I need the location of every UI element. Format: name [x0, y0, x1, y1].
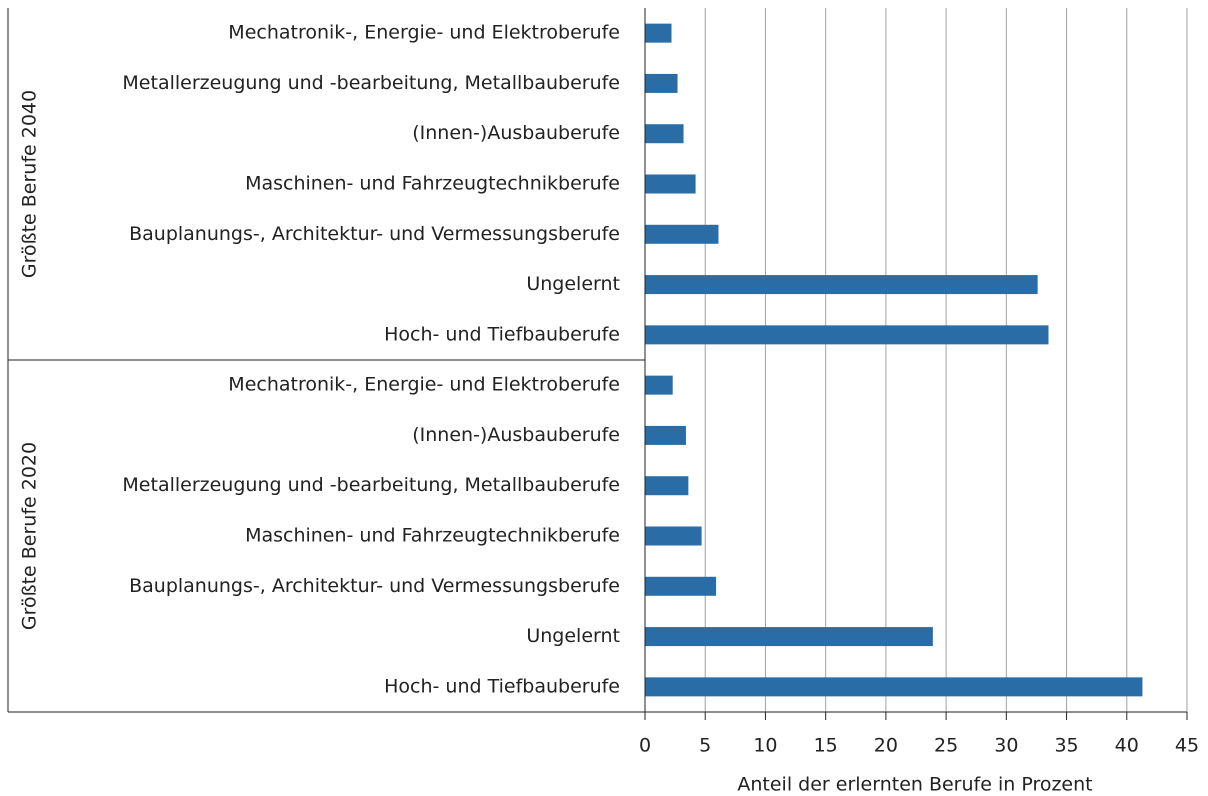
x-tick-label: 40 [1115, 735, 1139, 757]
category-label: Hoch- und Tiefbauberufe [384, 323, 620, 345]
bar [645, 325, 1049, 345]
bar [645, 73, 678, 93]
bar [645, 677, 1143, 697]
category-label: Mechatronik-, Energie- und Elektroberufe [228, 374, 620, 396]
category-label: Metallerzeugung und -bearbeitung, Metall… [122, 72, 620, 94]
bar [645, 425, 686, 445]
x-tick-label: 30 [994, 735, 1018, 757]
category-label: Metallerzeugung und -bearbeitung, Metall… [122, 474, 620, 496]
group-label: Größte Berufe 2020 [19, 442, 41, 630]
bar [645, 375, 673, 395]
category-label: Ungelernt [526, 625, 620, 647]
x-tick-label: 35 [1054, 735, 1078, 757]
bar [645, 576, 717, 596]
category-label: (Innen-)Ausbauberufe [412, 424, 620, 446]
bar [645, 476, 689, 496]
category-label: Bauplanungs-, Architektur- und Vermessun… [129, 575, 620, 597]
x-tick-label: 5 [699, 735, 711, 757]
category-label: Ungelernt [526, 273, 620, 295]
x-tick-label: 0 [639, 735, 651, 757]
bar [645, 23, 672, 43]
x-tick-label: 25 [934, 735, 958, 757]
bar [645, 224, 719, 244]
category-label: Hoch- und Tiefbauberufe [384, 675, 620, 697]
x-tick-label: 10 [753, 735, 777, 757]
bar [645, 275, 1038, 295]
x-tick-label: 15 [814, 735, 838, 757]
bar [645, 124, 684, 144]
x-tick-label: 20 [874, 735, 898, 757]
category-label: Maschinen- und Fahrzeugtechnikberufe [245, 173, 620, 195]
group-label: Größte Berufe 2040 [19, 90, 41, 278]
x-tick-label: 45 [1175, 735, 1199, 757]
x-axis-label: Anteil der erlernten Berufe in Prozent [737, 774, 1092, 796]
bar [645, 174, 696, 194]
category-label: Mechatronik-, Energie- und Elektroberufe [228, 22, 620, 44]
category-label: Bauplanungs-, Architektur- und Vermessun… [129, 223, 620, 245]
bar [645, 627, 933, 647]
bar [645, 526, 702, 546]
category-label: Maschinen- und Fahrzeugtechnikberufe [245, 525, 620, 547]
category-label: (Innen-)Ausbauberufe [412, 122, 620, 144]
